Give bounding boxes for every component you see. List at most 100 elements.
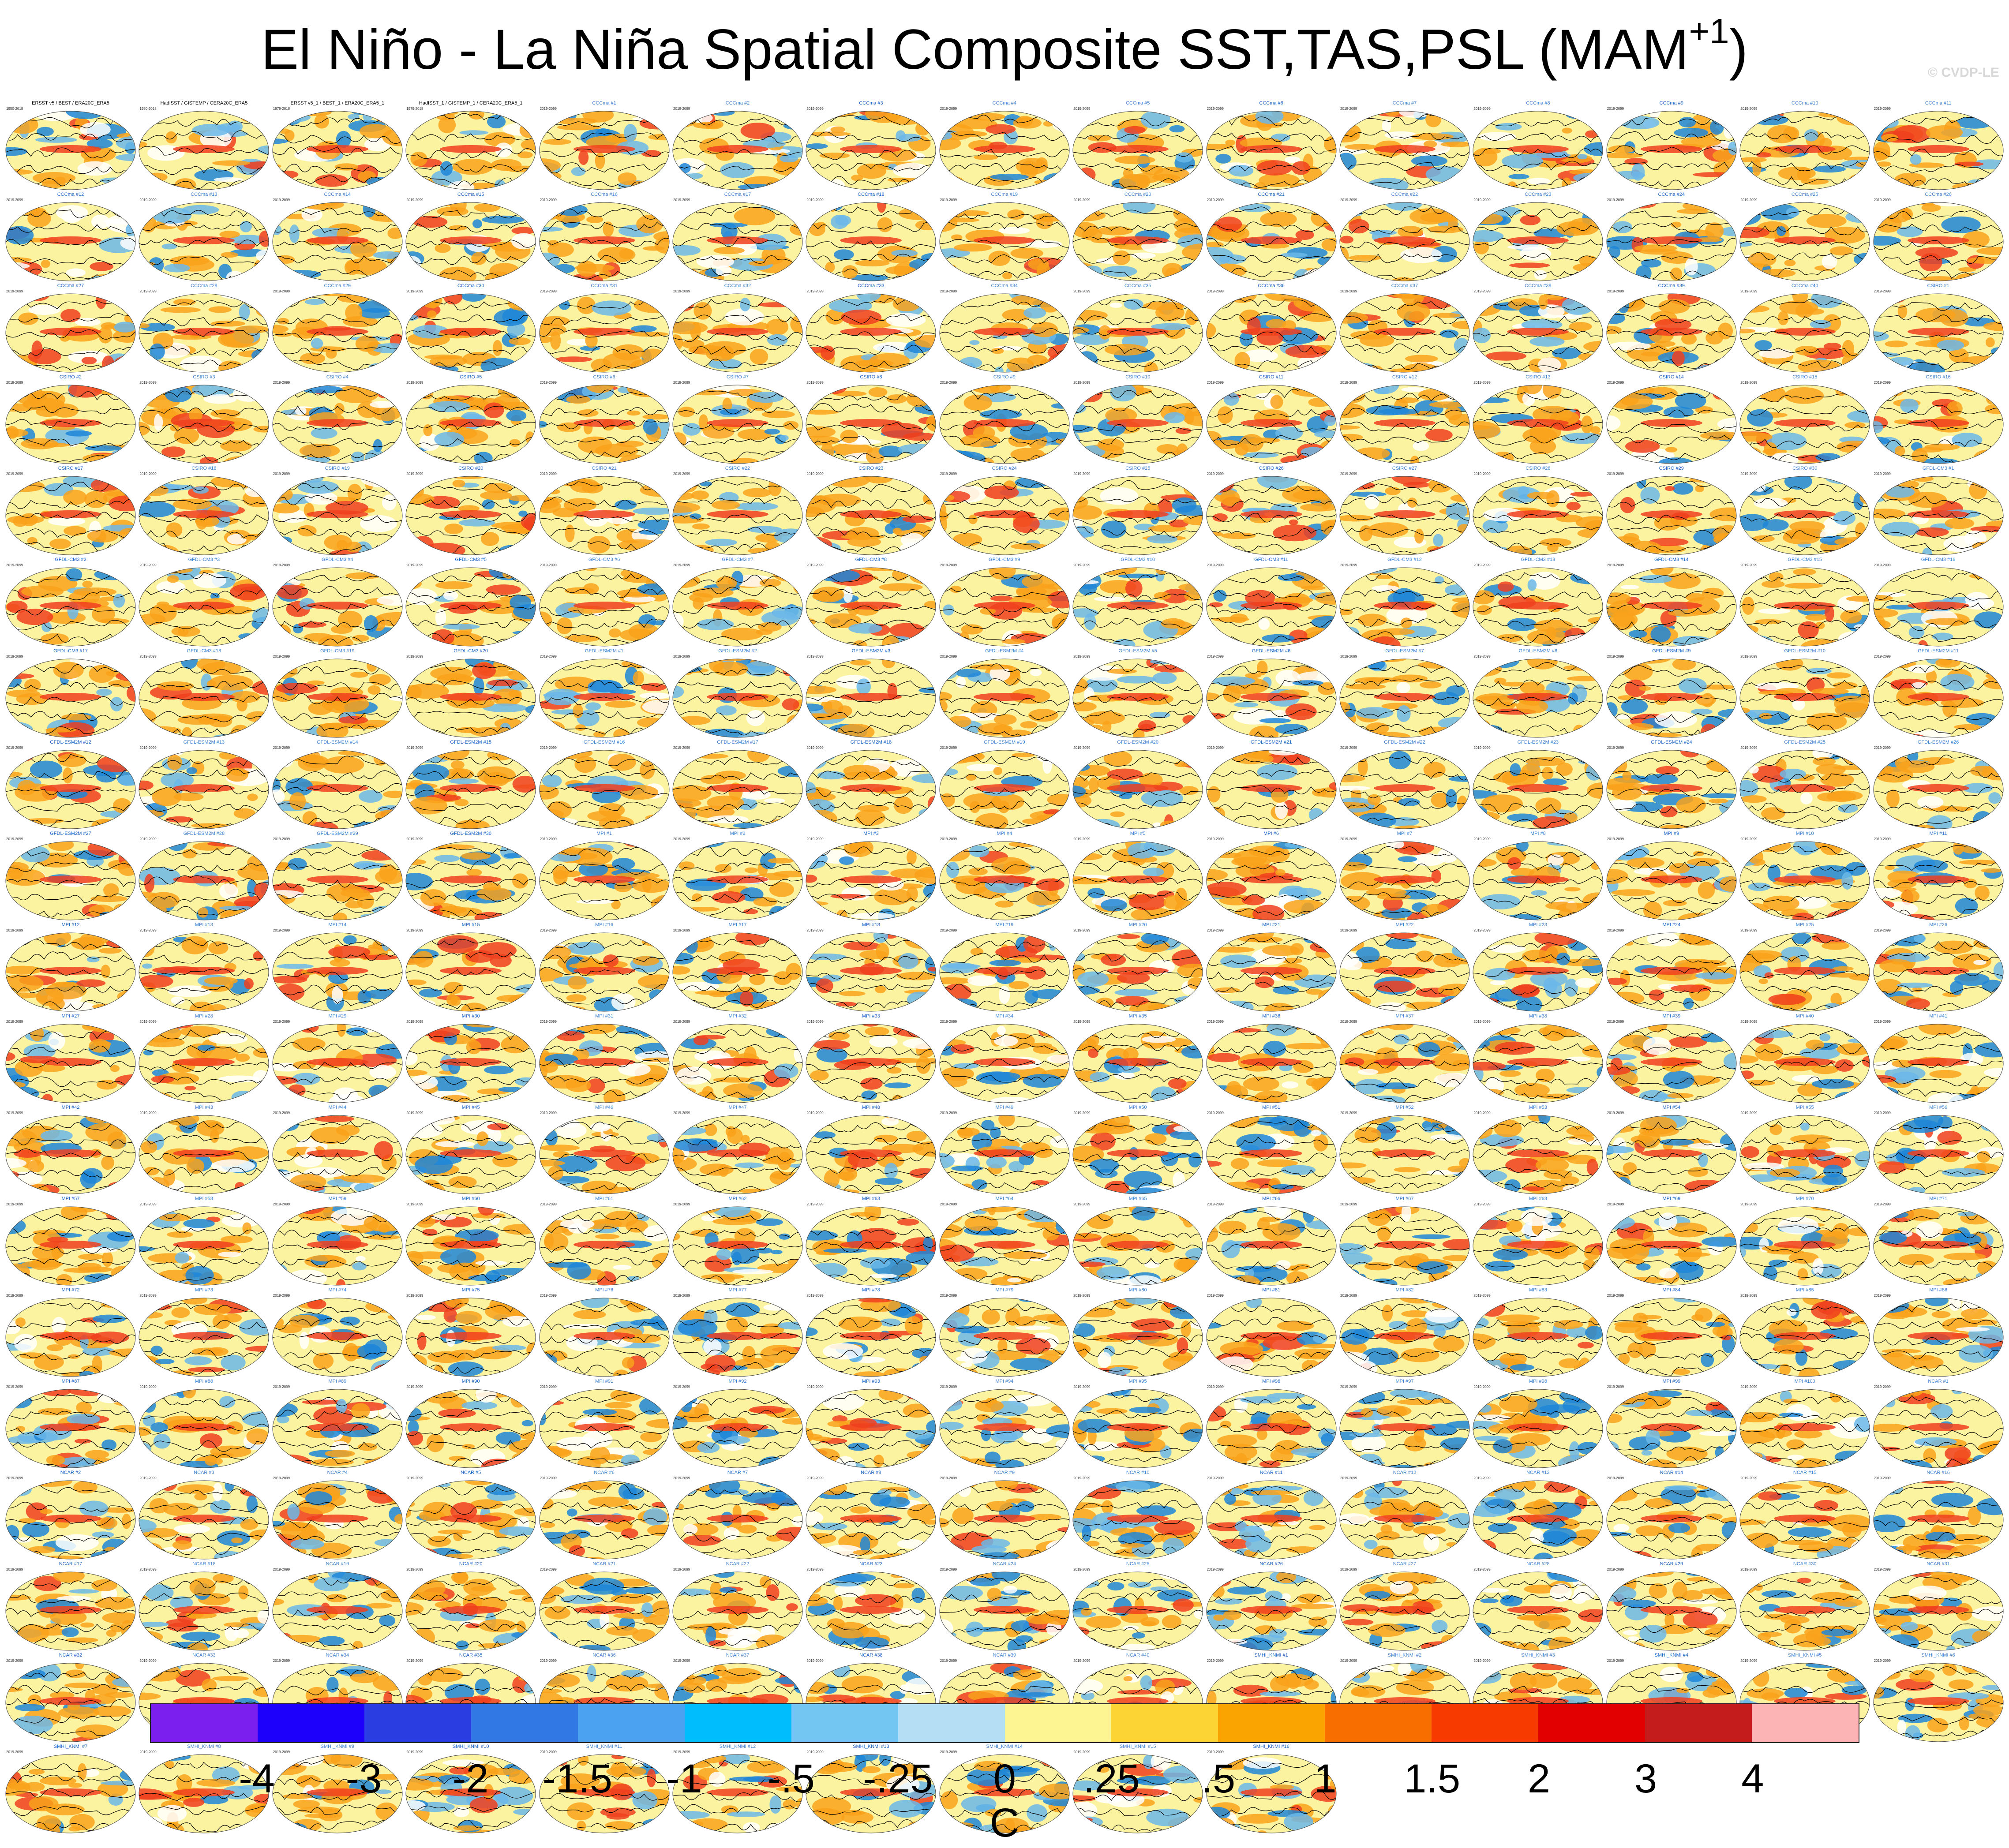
global-map [1873, 567, 2004, 647]
map-panel-title: NCAR #19 [326, 1561, 349, 1567]
map-panel-period: 2019-2099 [540, 1567, 557, 1571]
global-map [806, 1754, 936, 1833]
global-map [1072, 476, 1203, 555]
map-panel-title: SMHI_KNMI #5 [1788, 1653, 1822, 1658]
map-panel-period: 2019-2099 [1740, 1476, 1758, 1480]
map-panel: GFDL-CM3 #4 2019-2099 [271, 557, 404, 648]
map-panel: MPI #24 2019-2099 [1605, 922, 1738, 1013]
global-map [1606, 1115, 1737, 1194]
global-map [1072, 932, 1203, 1012]
map-panel: MPI #45 2019-2099 [405, 1105, 537, 1196]
map-panel-period: 2019-2099 [1073, 837, 1091, 841]
map-panel: GFDL-CM3 #15 2019-2099 [1739, 557, 1871, 648]
map-panel: MPI #78 2019-2099 [805, 1287, 937, 1378]
map-panel-period: 2019-2099 [1340, 655, 1357, 658]
map-panel: CCCma #17 2019-2099 [671, 192, 804, 283]
map-panel-period: 2019-2099 [1073, 198, 1091, 202]
map-panel: MPI #65 2019-2099 [1072, 1196, 1204, 1287]
map-panel-period: 2019-2099 [1207, 1202, 1224, 1206]
map-panel: MPI #99 2019-2099 [1605, 1379, 1738, 1470]
map-panel: CCCma #14 2019-2099 [271, 192, 404, 283]
map-panel-title: NCAR #38 [859, 1653, 883, 1658]
map-panel-period: 2019-2099 [273, 655, 290, 658]
global-map [806, 476, 936, 555]
global-map [1206, 202, 1337, 281]
map-panel-period: 2019-2099 [1740, 1659, 1758, 1663]
map-panel-period: 2019-2099 [806, 1294, 824, 1298]
map-panel-title: NCAR #23 [859, 1561, 883, 1567]
map-panel: CSIRO #18 2019-2099 [138, 466, 270, 557]
map-panel-period: 2019-2099 [1073, 1020, 1091, 1024]
global-map [139, 932, 269, 1012]
map-panel: CSIRO #21 2019-2099 [538, 466, 671, 557]
global-map [1606, 1298, 1737, 1377]
colorbar-tick-label: 4 [1741, 1756, 1764, 1801]
map-panel-title: MPI #94 [995, 1379, 1014, 1384]
global-map [1339, 1024, 1470, 1103]
map-panel: NCAR #3 2019-2099 [138, 1470, 270, 1561]
colorbar-box [471, 1704, 578, 1742]
map-panel-title: MPI #16 [595, 922, 614, 928]
map-panel-period: 2019-2099 [940, 1294, 957, 1298]
map-panel: MPI #38 2019-2099 [1472, 1014, 1604, 1104]
map-panel-title: MPI #59 [328, 1196, 347, 1201]
map-panel-title: GFDL-CM3 #18 [187, 648, 221, 654]
colorbar-box [1325, 1704, 1432, 1742]
map-panel-title: MPI #51 [1262, 1105, 1281, 1110]
map-panel-title: NCAR #3 [194, 1470, 214, 1475]
map-panel-period: 2019-2099 [1340, 1111, 1357, 1115]
colorbar-box [364, 1704, 471, 1742]
map-panel-title: CSIRO #18 [191, 466, 217, 471]
map-panel-period: 2019-2099 [1740, 1567, 1758, 1571]
map-panel: MPI #69 2019-2099 [1605, 1196, 1738, 1287]
map-panel: GFDL-ESM2M #26 2019-2099 [1872, 740, 2005, 830]
global-map [939, 932, 1070, 1012]
map-panel-title: MPI #15 [461, 922, 480, 928]
global-map [1473, 1024, 1603, 1103]
map-panel-period: 2019-2099 [406, 1476, 424, 1480]
map-panel-title: GFDL-CM3 #15 [1788, 557, 1822, 562]
global-map [806, 293, 936, 373]
global-map [1473, 293, 1603, 373]
colorbar-tick-label: 3 [1634, 1756, 1657, 1801]
map-panel: SMHI_KNMI #11 2019-2099 [538, 1744, 671, 1835]
global-map [1873, 476, 2004, 555]
global-map [1606, 750, 1737, 829]
map-panel: SMHI_KNMI #13 2019-2099 [805, 1744, 937, 1835]
map-panel-title: MPI #99 [1662, 1379, 1681, 1384]
global-map [1072, 111, 1203, 190]
global-map [1206, 841, 1337, 920]
map-panel: GFDL-ESM2M #1 2019-2099 [538, 648, 671, 739]
map-panel-title: CCCma #30 [457, 283, 484, 288]
map-panel: GFDL-ESM2M #5 2019-2099 [1072, 648, 1204, 739]
map-panel-period: 2019-2099 [1874, 1020, 1891, 1024]
map-panel-title: GFDL-ESM2M #25 [1784, 740, 1825, 745]
map-panel-title: CCCma #11 [1925, 101, 1952, 106]
map-panel-title: MPI #56 [1929, 1105, 1948, 1110]
global-map [1873, 1298, 2004, 1377]
global-map [672, 1024, 803, 1103]
colorbar-box [257, 1704, 364, 1742]
map-panel-title: CSIRO #28 [1525, 466, 1551, 471]
map-panel-period: 2019-2099 [1740, 198, 1758, 202]
map-panel: MPI #64 2019-2099 [938, 1196, 1071, 1287]
map-panel-title: CSIRO #27 [1392, 466, 1417, 471]
colorbar-tick-label: -3 [345, 1756, 382, 1801]
map-panel-period: 2019-2099 [1073, 1476, 1091, 1480]
map-panel: MPI #23 2019-2099 [1472, 922, 1604, 1013]
map-panel-period: 2019-2099 [1073, 472, 1091, 476]
global-map [139, 1480, 269, 1560]
global-map [5, 932, 136, 1012]
map-panel-title: GFDL-CM3 #14 [1654, 557, 1689, 562]
figure-title-text: El Niño - La Niña Spatial Composite SST,… [261, 18, 1689, 81]
map-panel: CCCma #33 2019-2099 [805, 283, 937, 374]
global-map [5, 1024, 136, 1103]
map-panel-period: 1950-2018 [6, 107, 23, 111]
map-panel-title: SMHI_KNMI #2 [1387, 1653, 1422, 1658]
map-panel: GFDL-ESM2M #6 2019-2099 [1205, 648, 1338, 739]
global-map [939, 658, 1070, 738]
map-panel: GFDL-ESM2M #10 2019-2099 [1739, 648, 1871, 739]
map-panel-period: 2019-2099 [1473, 1385, 1491, 1389]
map-panel: MPI #93 2019-2099 [805, 1379, 937, 1470]
map-panel: MPI #26 2019-2099 [1872, 922, 2005, 1013]
